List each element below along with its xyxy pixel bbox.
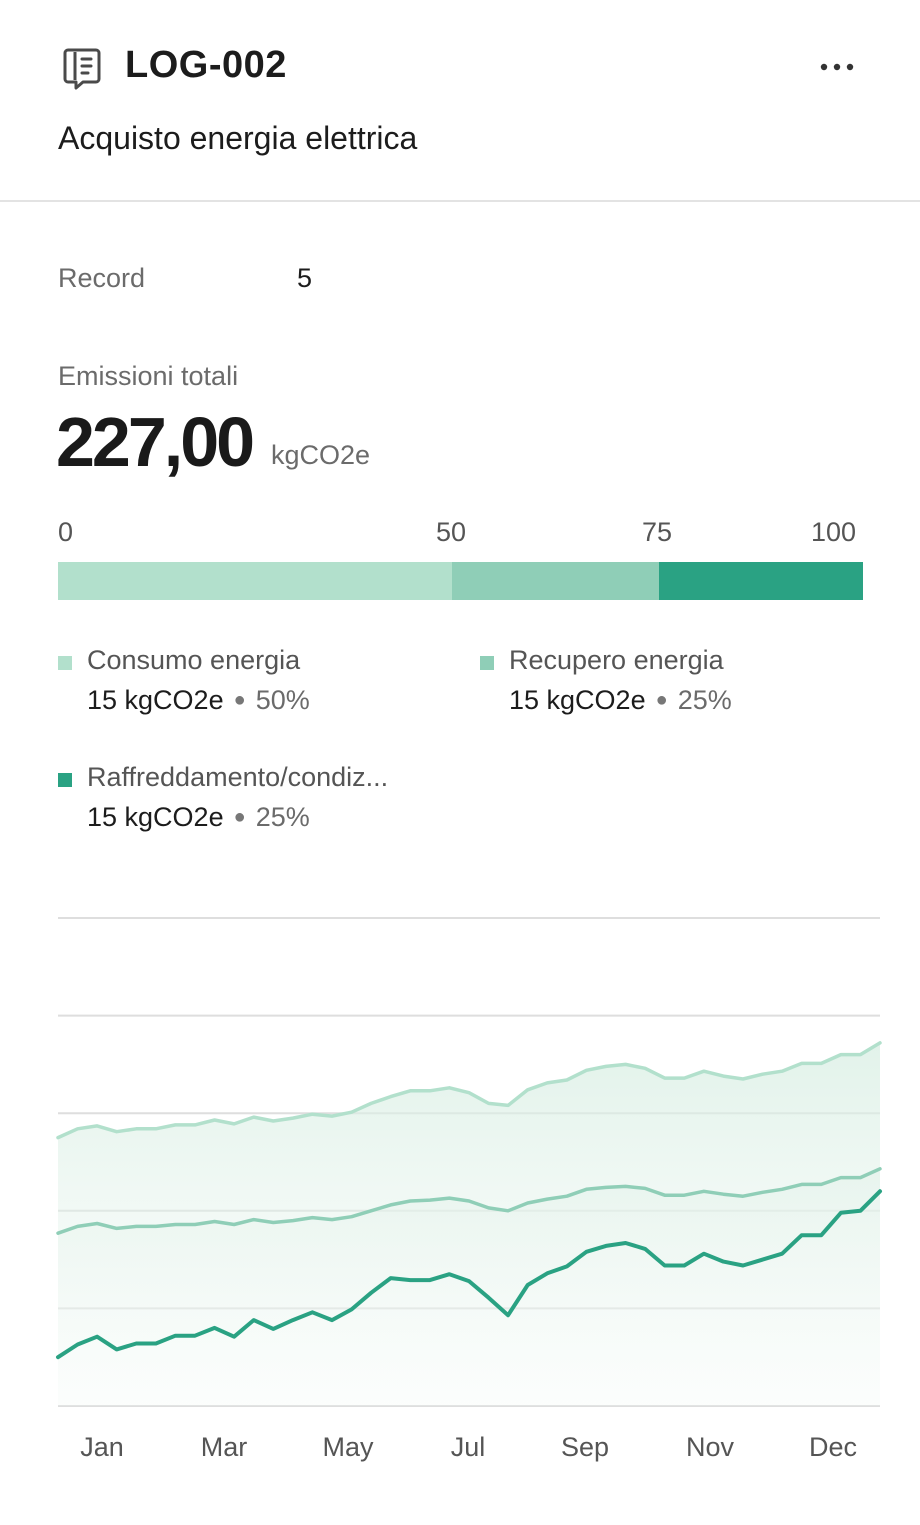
legend-name: Recupero energia [509,645,724,675]
x-tick-label-nov: Nov [686,1432,735,1462]
scale-label-50: 50 [436,517,467,547]
legend-value: 15 kgCO2e [509,685,646,715]
separator-dot: ● [233,806,246,828]
record-label: Record [58,263,146,293]
legend-name: Raffreddamento/condiz... [87,762,389,792]
log-subtitle: Acquisto energia elettrica [58,120,418,156]
legend-value: 15 kgCO2e [87,685,224,715]
document-icon [63,48,101,90]
x-tick-label-jul: Jul [451,1432,486,1462]
series-area-1 [58,1168,880,1406]
separator-dot: ● [655,689,668,711]
log-id-title: LOG-002 [125,44,287,86]
series-line-1[interactable] [56,1167,882,1235]
distribution-bar [58,562,863,600]
more-options-button[interactable] [812,48,862,86]
emissions-line-chart: Jan Mar May Jul Sep Nov Dec [56,917,882,1462]
bar-segment-recupero[interactable] [452,562,659,600]
legend-percent: 25% [677,685,732,715]
emissions-unit: kgCO2e [271,440,371,470]
legend-swatch [58,773,72,787]
x-tick-label-may: May [322,1432,374,1462]
legend-swatch [480,656,494,670]
x-tick-label-sep: Sep [561,1432,609,1462]
legend-percent: 50% [255,685,310,715]
scale-label-0: 0 [58,517,74,547]
series-line-0[interactable] [56,1041,882,1140]
x-tick-label-jan: Jan [80,1432,124,1462]
series-line-2[interactable] [56,1189,882,1360]
legend-value: 15 kgCO2e [87,802,224,832]
legend-stats: 15 kgCO2e ● 25% [509,685,732,716]
legend-percent: 25% [255,802,310,832]
record-value: 5 [297,263,313,293]
emissions-label: Emissioni totali [58,361,239,391]
more-horizontal-icon [820,63,854,71]
scale-label-75: 75 [642,517,673,547]
x-tick-label-mar: Mar [201,1432,248,1462]
emissions-value: 227,00 [56,403,255,481]
legend-swatch [58,656,72,670]
legend-stats: 15 kgCO2e ● 50% [87,685,310,716]
separator-dot: ● [233,689,246,711]
legend-name: Consumo energia [87,645,301,675]
log-header: LOG-002 Acquisto energia elettrica [0,0,920,202]
bar-segment-raffreddamento[interactable] [658,562,863,600]
bar-segment-consumo[interactable] [58,562,453,600]
legend-stats: 15 kgCO2e ● 25% [87,802,310,833]
x-tick-label-dec: Dec [809,1432,857,1462]
scale-label-100: 100 [811,517,857,547]
